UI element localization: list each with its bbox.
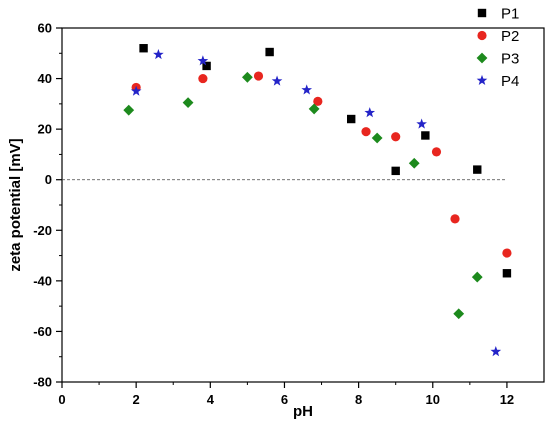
data-point-p2: [502, 248, 512, 258]
x-tick-label: 4: [207, 392, 215, 407]
y-tick-label: 60: [38, 21, 52, 36]
data-point-p2: [253, 71, 264, 81]
legend-label-p1: P1: [501, 6, 519, 23]
data-point-p1: [265, 47, 274, 57]
data-point-p1: [421, 131, 430, 140]
y-tick-label: -80: [33, 375, 52, 390]
data-points: [123, 44, 512, 357]
data-point-p4: [301, 84, 313, 95]
x-tick-label: 6: [281, 392, 288, 407]
legend-marker-p2: [477, 30, 487, 41]
data-point-p1: [473, 165, 482, 174]
data-point-p2: [391, 132, 401, 142]
axes: 0 2 4 6 8 10 12 -80 -60 -40 -20 0 20 40 60: [33, 21, 514, 408]
data-point-p3: [241, 71, 253, 83]
data-point-p3: [453, 308, 465, 320]
series-p3: [123, 71, 483, 320]
legend-label-p2: P2: [501, 28, 519, 45]
x-tick-label: 8: [355, 392, 362, 407]
data-point-p2: [450, 214, 460, 224]
y-tick-label: 20: [38, 122, 52, 137]
data-point-p3: [471, 271, 483, 283]
data-point-p3: [371, 132, 383, 144]
plot-frame: [61, 27, 545, 383]
data-point-p4: [197, 55, 209, 66]
data-point-p2: [431, 147, 442, 157]
y-tick-label: -40: [33, 273, 52, 288]
legend-marker-p1: [477, 8, 487, 18]
data-point-p4: [271, 75, 283, 86]
x-tick-label: 2: [133, 392, 140, 407]
legend-marker-p4: [476, 74, 488, 86]
data-point-p2: [313, 96, 323, 106]
y-tick-label: -20: [33, 223, 52, 238]
data-point-p1: [202, 61, 211, 71]
x-axis-title: pH: [293, 403, 313, 420]
data-point-p4: [364, 107, 376, 118]
legend: P1 P2 P3 P4: [476, 6, 519, 90]
data-point-p4: [130, 85, 142, 96]
x-tick-label: 10: [426, 392, 440, 407]
data-point-p4: [490, 346, 502, 357]
data-point-p2: [198, 73, 208, 84]
y-tick-label: 0: [45, 172, 52, 187]
data-point-p3: [408, 157, 420, 169]
data-point-p4: [153, 48, 164, 60]
legend-label-p4: P4: [501, 73, 519, 90]
legend-marker-p3: [476, 52, 488, 64]
y-tick-label: 40: [38, 71, 52, 86]
data-point-p1: [347, 114, 356, 124]
x-tick-label: 0: [58, 392, 65, 407]
data-point-p2: [361, 127, 371, 137]
y-tick-label: -60: [33, 324, 52, 339]
data-point-p1: [139, 44, 148, 53]
data-point-p3: [308, 103, 320, 115]
y-axis-title: zeta potential [mV]: [7, 138, 24, 271]
series-p1: [139, 44, 512, 278]
data-point-p1: [502, 269, 512, 278]
legend-label-p3: P3: [501, 51, 519, 68]
data-point-p4: [416, 118, 427, 129]
data-point-p3: [123, 104, 135, 116]
data-point-p3: [182, 97, 194, 108]
data-point-p1: [391, 166, 400, 176]
x-tick-label: 12: [500, 392, 514, 407]
series-p4: [130, 48, 502, 357]
